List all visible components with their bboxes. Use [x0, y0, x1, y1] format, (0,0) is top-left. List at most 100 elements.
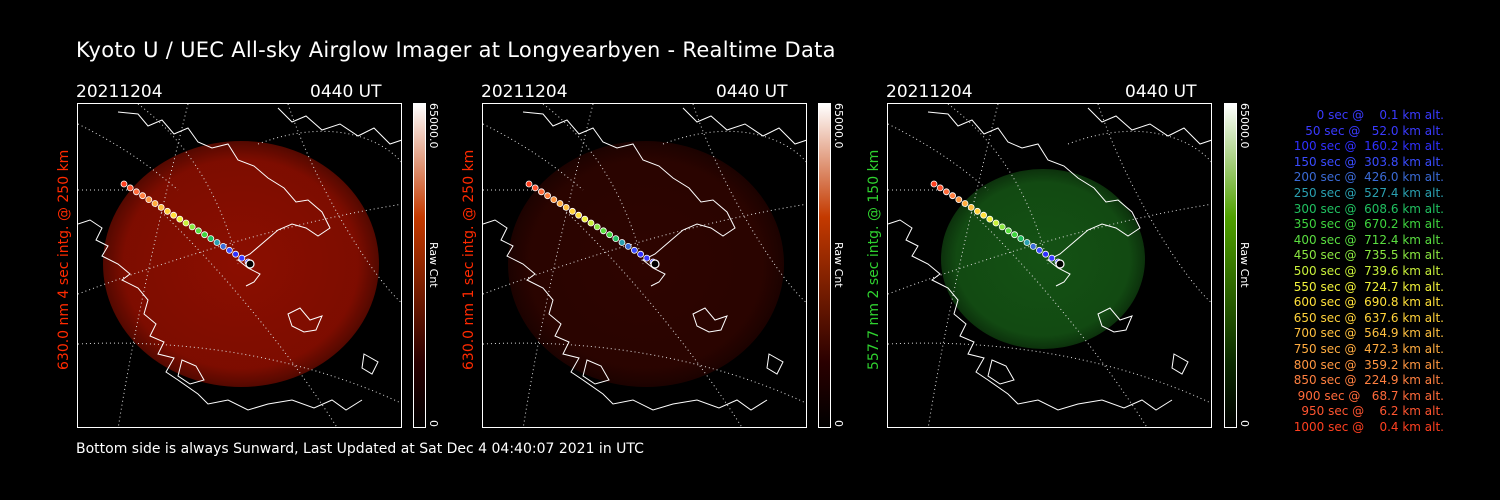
legend-row: 900 sec @ 68.7 km alt.	[1293, 388, 1444, 403]
panel-1-image	[77, 103, 402, 428]
legend-row: 650 sec @ 637.6 km alt.	[1289, 310, 1444, 325]
panel-2-time: 0440 UT	[716, 82, 788, 102]
trajectory-point	[581, 215, 589, 223]
trajectory-point	[562, 204, 570, 211]
legend-row: 700 sec @ 564.9 km alt.	[1289, 326, 1444, 341]
panel-2-colorbar-max: 65000.0	[832, 103, 845, 149]
trajectory-point	[213, 239, 221, 246]
trajectory-point	[575, 211, 582, 219]
legend-row: 1000 sec @ 0.4 km alt.	[1293, 419, 1444, 434]
allsky-image-svg	[483, 104, 806, 427]
lat-lon-grid	[78, 104, 401, 427]
trajectory-point	[219, 242, 227, 250]
panel-2-ylabel: 630.0 nm 1 sec intg. @ 250 km	[461, 149, 477, 370]
trajectory-point	[538, 188, 545, 196]
trajectory-point	[637, 250, 645, 258]
trajectory-point	[232, 250, 240, 258]
station-marker	[245, 259, 255, 269]
legend-row: 950 sec @ 6.2 km alt.	[1297, 404, 1444, 419]
trajectory-point	[930, 180, 938, 188]
trajectory-point	[593, 223, 601, 231]
trajectory-point	[624, 242, 632, 250]
legend-row: 400 sec @ 712.4 km alt.	[1289, 232, 1444, 247]
trajectory-point	[606, 231, 613, 239]
trajectory-point	[986, 215, 994, 223]
trajectory-point	[1017, 235, 1025, 243]
trajectory-point	[201, 231, 208, 239]
trajectory-point	[151, 200, 159, 207]
trajectory-point	[1048, 254, 1056, 262]
legend-row: 850 sec @ 224.9 km alt.	[1289, 373, 1444, 388]
trajectory-point	[238, 254, 246, 262]
panel-3-colorbar-min: 0	[1238, 420, 1251, 427]
panel-2-colorbar-unit: Raw Cnt	[832, 242, 845, 288]
panel-3-colorbar	[1224, 103, 1237, 428]
trajectory-point	[618, 239, 626, 246]
panel-2-colorbar	[818, 103, 831, 428]
legend-row: 800 sec @ 359.2 km alt.	[1289, 357, 1444, 372]
lat-lon-grid	[483, 104, 806, 427]
legend-row: 0 sec @ 0.1 km alt.	[1305, 108, 1444, 122]
trajectory-point	[974, 207, 981, 215]
trajectory-point	[550, 196, 558, 203]
trajectory-point	[992, 219, 1000, 227]
legend-row: 250 sec @ 527.4 km alt.	[1289, 185, 1444, 200]
panel-3-ylabel: 557.7 nm 2 sec intg. @ 150 km	[866, 149, 882, 370]
trajectory-point	[164, 207, 171, 215]
trajectory-point	[569, 207, 576, 215]
panel-2-date: 20211204	[481, 82, 568, 102]
trajectory-point	[1035, 246, 1043, 254]
allsky-image-svg	[888, 104, 1211, 427]
trajectory-point	[600, 227, 607, 235]
trajectory-point	[630, 246, 638, 254]
panel-1-colorbar-min: 0	[427, 420, 440, 427]
trajectory-point	[961, 200, 969, 207]
trajectory-point	[1011, 231, 1018, 239]
allsky-disk	[941, 169, 1145, 349]
allsky-image-svg	[78, 104, 401, 427]
trajectory-point	[188, 223, 196, 231]
panel-3-time: 0440 UT	[1125, 82, 1197, 102]
trajectory-point	[943, 188, 950, 196]
trajectory-point	[225, 246, 233, 254]
trajectory-point	[207, 235, 215, 243]
trajectory-point	[1023, 239, 1031, 246]
panel-2-image	[482, 103, 807, 428]
trajectory-point	[1029, 242, 1037, 250]
trajectory-point	[980, 211, 987, 219]
altitude-legend: 0 sec @ 0.1 km alt. 50 sec @ 52.0 km alt…	[1262, 108, 1444, 435]
panel-3-image	[887, 103, 1212, 428]
trajectory-point	[1005, 227, 1012, 235]
trajectory-point	[133, 188, 140, 196]
trajectory-point	[170, 211, 177, 219]
trajectory-point	[176, 215, 184, 223]
trajectory-point	[544, 192, 551, 200]
panel-1-colorbar	[413, 103, 426, 428]
panel-3-colorbar-unit: Raw Cnt	[1238, 242, 1251, 288]
legend-row: 300 sec @ 608.6 km alt.	[1289, 201, 1444, 216]
panel-3-date: 20211204	[886, 82, 973, 102]
trajectory-point	[612, 235, 620, 243]
trajectory-point	[145, 196, 153, 203]
coastline	[483, 107, 806, 411]
trajectory-point	[157, 204, 165, 211]
legend-row: 450 sec @ 735.5 km alt.	[1289, 248, 1444, 263]
station-marker	[650, 259, 660, 269]
trajectory-point	[182, 219, 190, 227]
panel-3-colorbar-max: 65000.0	[1238, 103, 1251, 149]
legend-row: 750 sec @ 472.3 km alt.	[1289, 341, 1444, 356]
panel-1-date: 20211204	[76, 82, 163, 102]
allsky-disk	[103, 141, 379, 387]
trajectory-point	[643, 254, 651, 262]
trajectory-point	[936, 184, 944, 192]
trajectory-point	[556, 200, 564, 207]
legend-row: 200 sec @ 426.0 km alt.	[1289, 170, 1444, 185]
legend-row: 550 sec @ 724.7 km alt.	[1289, 279, 1444, 294]
legend-row: 150 sec @ 303.8 km alt.	[1289, 154, 1444, 169]
trajectory-point	[139, 192, 146, 200]
coastline	[888, 107, 1211, 411]
trajectory-point	[949, 192, 956, 200]
page-title: Kyoto U / UEC All-sky Airglow Imager at …	[76, 38, 836, 62]
legend-row: 100 sec @ 160.2 km alt.	[1289, 139, 1444, 154]
legend-row: 50 sec @ 52.0 km alt.	[1297, 123, 1444, 138]
